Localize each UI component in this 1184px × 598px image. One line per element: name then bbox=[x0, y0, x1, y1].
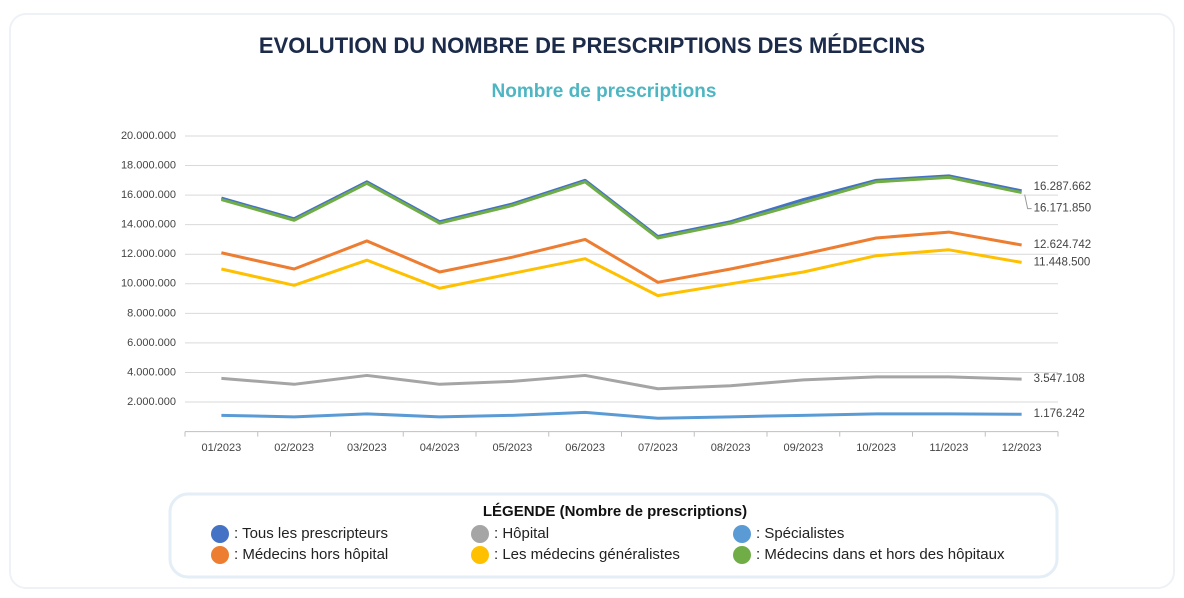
x-tick-label: 06/2023 bbox=[565, 442, 605, 454]
data-label: 1.176.242 bbox=[1034, 408, 1085, 420]
data-label: 16.171.850 bbox=[1034, 203, 1092, 215]
data-label: 3.547.108 bbox=[1034, 373, 1085, 385]
legend-marker bbox=[471, 546, 489, 564]
y-tick-label: 4.000.000 bbox=[127, 366, 176, 378]
legend-marker bbox=[211, 546, 229, 564]
legend-box bbox=[168, 492, 1059, 579]
data-label: 11.448.500 bbox=[1034, 256, 1091, 268]
x-tick-label: 08/2023 bbox=[711, 442, 751, 454]
x-tick-label: 09/2023 bbox=[783, 442, 823, 454]
y-tick-label: 14.000.000 bbox=[121, 219, 176, 231]
legend-label: : Médecins hors hôpital bbox=[234, 546, 388, 563]
legend-label: : Hôpital bbox=[494, 525, 549, 542]
series-line bbox=[221, 410, 1022, 420]
data-label: 16.287.662 bbox=[1034, 181, 1092, 193]
x-tick-label: 12/2023 bbox=[1002, 442, 1042, 454]
data-label: 12.624.742 bbox=[1034, 239, 1092, 251]
x-tick-label: 07/2023 bbox=[638, 442, 678, 454]
legend-label: : Médecins dans et hors des hôpitaux bbox=[756, 546, 1005, 563]
y-tick-label: 20.000.000 bbox=[121, 130, 176, 142]
series-line bbox=[221, 373, 1022, 391]
x-tick-label: 11/2023 bbox=[929, 442, 968, 454]
x-tick-label: 02/2023 bbox=[274, 442, 314, 454]
x-tick-label: 03/2023 bbox=[347, 442, 387, 454]
y-tick-label: 10.000.000 bbox=[121, 278, 176, 290]
card bbox=[9, 13, 1175, 589]
legend-marker bbox=[733, 525, 751, 543]
y-tick-label: 2.000.000 bbox=[127, 396, 176, 408]
chart-title: EVOLUTION DU NOMBRE DE PRESCRIPTIONS DES… bbox=[259, 33, 925, 58]
y-tick-label: 8.000.000 bbox=[127, 307, 176, 319]
legend-label: : Les médecins généralistes bbox=[494, 546, 680, 563]
legend-title: LÉGENDE (Nombre de prescriptions) bbox=[483, 503, 747, 520]
legend-marker bbox=[471, 525, 489, 543]
label-leader bbox=[1024, 194, 1032, 210]
series-line bbox=[220, 175, 1022, 240]
y-tick-label: 18.000.000 bbox=[121, 159, 176, 171]
legend-label: : Tous les prescripteurs bbox=[234, 525, 388, 542]
y-tick-label: 12.000.000 bbox=[121, 248, 176, 260]
chart-subtitle: Nombre de prescriptions bbox=[492, 81, 717, 102]
x-tick-label: 10/2023 bbox=[856, 442, 896, 454]
x-tick-label: 05/2023 bbox=[492, 442, 532, 454]
x-tick-label: 01/2023 bbox=[201, 442, 241, 454]
legend-label: : Spécialistes bbox=[756, 525, 844, 542]
series-line bbox=[221, 230, 1022, 284]
y-tick-label: 6.000.000 bbox=[127, 337, 176, 349]
legend-marker bbox=[211, 525, 229, 543]
legend-marker bbox=[733, 546, 751, 564]
series-line bbox=[221, 248, 1022, 298]
x-tick-label: 04/2023 bbox=[420, 442, 460, 454]
y-tick-label: 16.000.000 bbox=[121, 189, 176, 201]
